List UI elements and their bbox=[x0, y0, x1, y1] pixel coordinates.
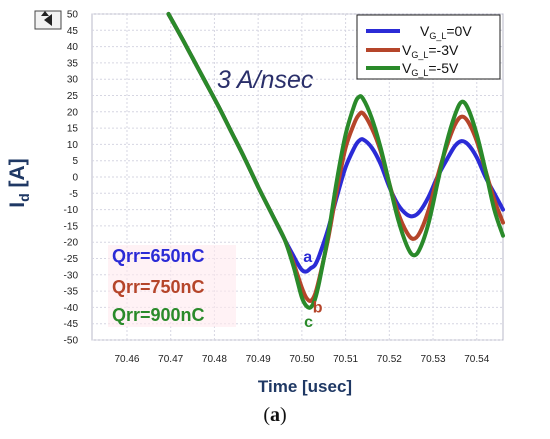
y-tick-label: 45 bbox=[67, 26, 79, 37]
y-tick-label: 30 bbox=[67, 75, 79, 86]
up-arrow-icon bbox=[41, 11, 49, 16]
y-tick-label: 10 bbox=[67, 140, 79, 151]
y-tick-label: -20 bbox=[64, 238, 79, 249]
y-tick-label: -5 bbox=[69, 189, 78, 200]
y-tick-label: 0 bbox=[72, 173, 78, 184]
qrr-label-650: Qrr=650nC bbox=[112, 246, 205, 266]
legend-label-3v: VG_L=-3V bbox=[402, 42, 459, 60]
series-lines bbox=[166, 12, 505, 310]
qrr-label-bg bbox=[108, 245, 236, 327]
y-tick-label: -30 bbox=[64, 270, 79, 281]
point-label-c: c bbox=[304, 314, 313, 331]
x-tick-label: 70.49 bbox=[246, 354, 271, 365]
left-arrow-icon bbox=[44, 14, 52, 26]
x-tick-label: 70.46 bbox=[114, 354, 139, 365]
qrr-label-750: Qrr=750nC bbox=[112, 277, 205, 297]
y-tick-label: -35 bbox=[64, 287, 79, 298]
y-tick-label: -25 bbox=[64, 254, 79, 265]
x-tick-label: 70.51 bbox=[333, 354, 358, 365]
x-tick-label: 70.48 bbox=[202, 354, 227, 365]
y-tick-label: -50 bbox=[64, 336, 79, 347]
point-label-a: a bbox=[303, 249, 312, 266]
y-tick-label: -15 bbox=[64, 221, 79, 232]
y-tick-label: 25 bbox=[67, 91, 79, 102]
x-tick-labels: 70.46 70.47 70.48 70.49 70.50 70.51 70.52 70.53… bbox=[114, 354, 489, 365]
scroll-arrow-widget[interactable] bbox=[34, 10, 62, 30]
y-tick-label: 15 bbox=[67, 124, 79, 135]
x-tick-label: 70.47 bbox=[158, 354, 183, 365]
x-axis-label: Time [usec] bbox=[258, 377, 352, 396]
figure-caption: (a) bbox=[263, 404, 287, 426]
x-tick-label: 70.54 bbox=[464, 354, 489, 365]
y-tick-label: -40 bbox=[64, 303, 79, 314]
point-label-b: b bbox=[313, 299, 323, 316]
legend-label-5v: VG_L=-5V bbox=[402, 60, 459, 78]
x-tick-label: 70.53 bbox=[421, 354, 446, 365]
legend: VG_L=0V VG_L=-3V VG_L=-5V bbox=[356, 14, 501, 80]
y-tick-label: 20 bbox=[67, 107, 79, 118]
legend-label-0v: VG_L=0V bbox=[420, 23, 472, 41]
y-tick-label: 50 bbox=[67, 10, 79, 21]
series-line-2 bbox=[166, 12, 505, 310]
y-axis-label: Id [A] bbox=[6, 158, 32, 207]
y-tick-labels: 50454035302520151050-5-10-15-20-25-30-35… bbox=[64, 10, 79, 347]
y-tick-label: 35 bbox=[67, 58, 79, 69]
legend-box bbox=[356, 14, 501, 80]
y-tick-label: -10 bbox=[64, 205, 79, 216]
rate-annotation: 3 A/nsec bbox=[217, 66, 314, 94]
x-tick-label: 70.50 bbox=[289, 354, 314, 365]
qrr-label-900: Qrr=900nC bbox=[112, 305, 205, 325]
y-tick-label: -45 bbox=[64, 319, 79, 330]
x-tick-label: 70.52 bbox=[377, 354, 402, 365]
y-tick-label: 5 bbox=[72, 156, 78, 167]
y-tick-label: 40 bbox=[67, 42, 79, 53]
